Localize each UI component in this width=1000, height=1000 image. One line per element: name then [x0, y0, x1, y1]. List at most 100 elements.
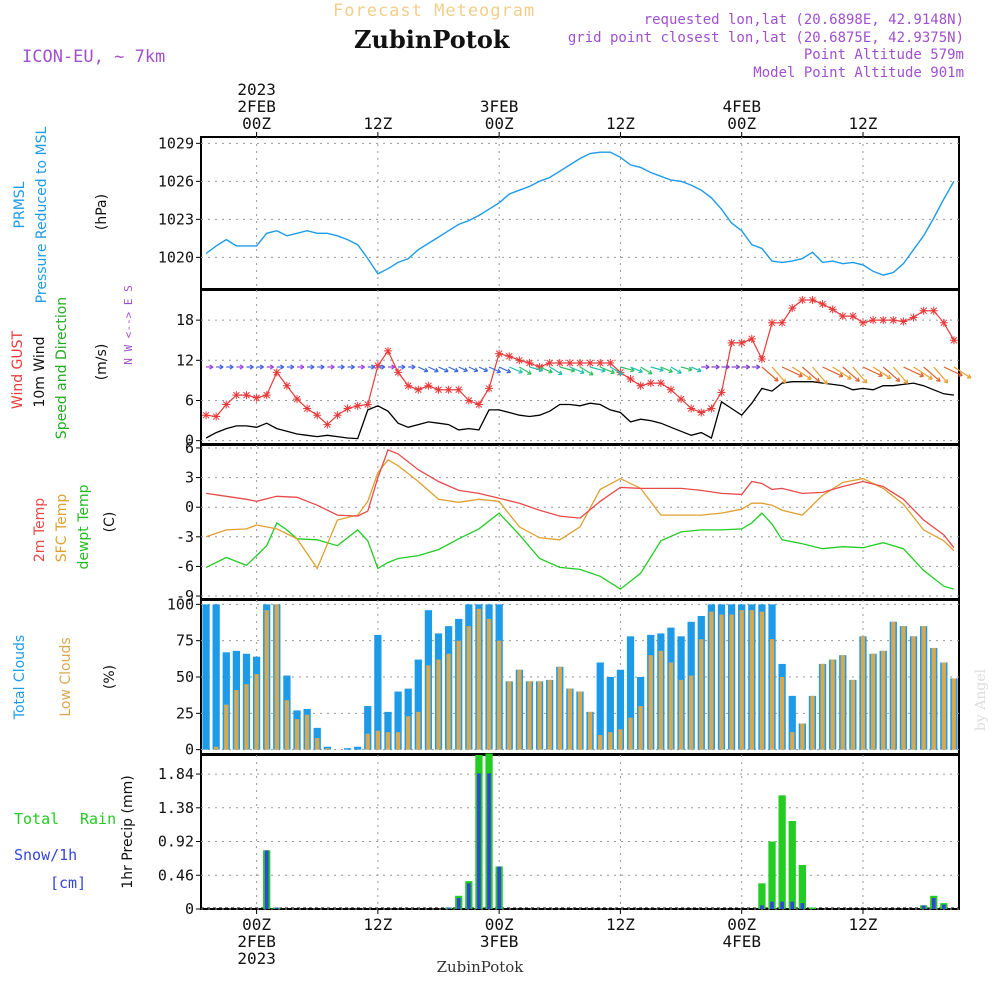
rain-bar	[768, 841, 776, 909]
total-cloud-bar	[354, 746, 362, 750]
wind-arrow-head	[290, 364, 295, 370]
y-tick-label: 18	[176, 311, 194, 329]
wind-arrow	[599, 366, 615, 374]
gust-marker	[525, 358, 534, 367]
snow-bar	[931, 898, 936, 909]
low-cloud-bar	[618, 729, 623, 750]
y-tick-label: 1020	[158, 248, 194, 266]
gust-marker	[444, 385, 453, 394]
wind-arrow-head	[781, 378, 787, 384]
wind-arrow-head	[463, 367, 468, 373]
wind-arrow-head	[518, 368, 523, 374]
wind-arrow-head	[280, 364, 285, 370]
wind-arrow	[610, 366, 624, 376]
time-label-top: 2FEB	[237, 97, 276, 116]
gust-marker	[485, 384, 494, 393]
gust-marker	[535, 363, 544, 371]
gust-marker	[232, 391, 241, 400]
model-altitude: Model Point Altitude 901m	[753, 65, 964, 81]
wind-arrow-head	[506, 368, 512, 374]
low-cloud-bar	[729, 614, 734, 750]
wind-arrow	[953, 366, 972, 379]
low-cloud-bar	[476, 608, 482, 750]
low-cloud-bar	[951, 678, 957, 750]
wind-arrow	[781, 366, 803, 377]
wind-arrow-head	[558, 370, 563, 376]
wind-arrow	[620, 366, 635, 372]
time-label-bottom: 2FEB	[237, 932, 276, 951]
wind-arrow-head	[300, 364, 305, 370]
y-tick-label: 50	[176, 668, 194, 686]
wind-arrow	[943, 366, 963, 377]
gust-marker	[242, 391, 251, 400]
gust-marker	[838, 312, 847, 321]
wind-arrow	[771, 366, 787, 384]
low-cloud-bar	[254, 674, 259, 750]
gust-marker	[222, 400, 231, 409]
wind-arrow-head	[697, 367, 702, 373]
low-cloud-bar	[507, 681, 512, 750]
low-cloud-bar	[527, 681, 532, 750]
wind-arrow	[488, 366, 501, 373]
wind-arrow-head	[239, 364, 244, 370]
sfc-temp-line	[205, 458, 955, 570]
wind-arrow	[680, 366, 693, 371]
gust-marker	[404, 381, 413, 390]
gust-marker	[626, 375, 635, 384]
y-tick-label: 0	[185, 498, 194, 516]
low-cloud-bar	[426, 665, 431, 750]
time-label-bottom: 00Z	[485, 915, 514, 934]
time-label-top: 12Z	[363, 114, 392, 133]
wind-arrow	[529, 366, 543, 372]
wind-arrow-head	[483, 367, 489, 373]
wind-arrow-head	[401, 364, 406, 370]
wind-arrow-head	[423, 367, 429, 373]
gust-marker	[949, 336, 958, 345]
total-clouds-label: Total Clouds	[12, 635, 28, 720]
total-cloud-bar	[616, 669, 625, 750]
wind-arrow-head	[862, 378, 868, 384]
low-cloud-bar	[365, 733, 370, 750]
low-cloud-bar	[911, 636, 916, 750]
wind-arrow-head	[735, 364, 740, 370]
gust-marker	[939, 318, 948, 327]
low-cloud-bar	[244, 684, 249, 750]
wind-arrow-head	[219, 364, 224, 370]
wind-arrow	[539, 366, 553, 373]
wind-arrow-head	[618, 370, 624, 376]
gust-marker	[596, 358, 605, 367]
wind-arrow-head	[249, 364, 254, 370]
gust-marker	[272, 368, 281, 377]
closest-coords: grid point closest lon,lat (20.6875E, 42…	[568, 30, 964, 46]
wind-arrow	[418, 366, 428, 372]
wind-arrow	[882, 366, 901, 382]
gust-marker	[333, 411, 342, 420]
wind-arrow-head	[610, 369, 615, 375]
low-cloud-bar	[699, 639, 704, 750]
dewpoint-line	[205, 512, 955, 590]
gust-marker	[656, 379, 665, 388]
cloud-labels: Total Clouds Low Clouds (%)	[12, 635, 118, 720]
snow-bar	[446, 907, 451, 909]
wind-arrow-head	[688, 366, 693, 372]
gust-marker	[768, 318, 777, 327]
low-cloud-bar	[648, 655, 653, 750]
y-tick-label: 0	[185, 900, 194, 918]
panel-frame-pressure	[200, 136, 960, 290]
wind-arrow-head	[895, 377, 901, 382]
time-label-top: 2023	[237, 80, 276, 99]
time-label-bottom: 12Z	[363, 915, 392, 934]
gust-marker	[434, 385, 443, 394]
time-label-top: 4FEB	[722, 97, 761, 116]
low-cloud-bar	[294, 719, 300, 750]
y-tick-label: 1026	[158, 172, 194, 190]
wind-arrow-head	[745, 364, 751, 370]
wind-arrow-head	[548, 368, 553, 374]
time-label-bottom: 4FEB	[722, 932, 761, 951]
wind-arrow-head	[943, 378, 949, 384]
snow-bar	[264, 850, 269, 909]
y-tick-label: 6	[185, 391, 194, 409]
wind-labels: Wind GUST 10m Wind Speed and Direction (…	[10, 285, 135, 439]
wind-arrow	[569, 366, 585, 374]
low-cloud-bar	[284, 700, 290, 750]
